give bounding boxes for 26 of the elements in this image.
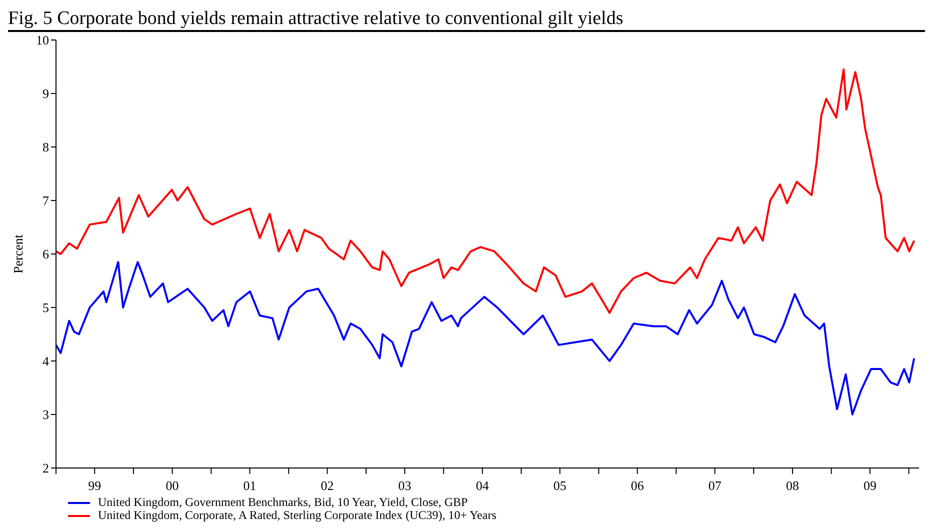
y-tick-label: 5: [42, 300, 49, 316]
y-tick-label: 3: [42, 407, 49, 422]
x-tick-label: 04: [476, 478, 490, 493]
y-tick-label: 8: [42, 140, 49, 155]
legend-label: United Kingdom, Corporate, A Rated, Sterling Corporate Index (UC39), 10+ Years: [98, 508, 496, 522]
x-tick-label: 07: [708, 478, 722, 493]
x-tick-label: 02: [320, 478, 334, 493]
x-tick-label: 99: [88, 478, 102, 493]
x-tick-label: 05: [553, 478, 566, 493]
y-tick-label: 7: [42, 193, 50, 208]
x-tick-label: 09: [863, 478, 876, 493]
y-tick-label: 10: [36, 32, 49, 48]
x-tick-label: 00: [166, 478, 179, 493]
legend-label: United Kingdom, Government Benchmarks, Bid, 10 Year, Yield, Close, GBP: [98, 495, 468, 509]
y-tick-label: 6: [42, 246, 50, 262]
chart-title: Fig. 5 Corporate bond yields remain attractive relative to conventional gilt yields: [8, 8, 925, 32]
x-tick-label: 03: [398, 478, 412, 493]
x-tick-label: 01: [243, 478, 256, 493]
y-tick-label: 9: [42, 86, 49, 102]
line-series: [56, 68, 916, 314]
x-tick-label: 06: [630, 478, 644, 493]
x-tick-label: 08: [786, 478, 799, 493]
line-series: [56, 261, 916, 416]
y-tick-label: 2: [42, 460, 49, 476]
y-tick-label: 4: [42, 354, 50, 369]
y-axis-title: Percent: [10, 234, 26, 274]
